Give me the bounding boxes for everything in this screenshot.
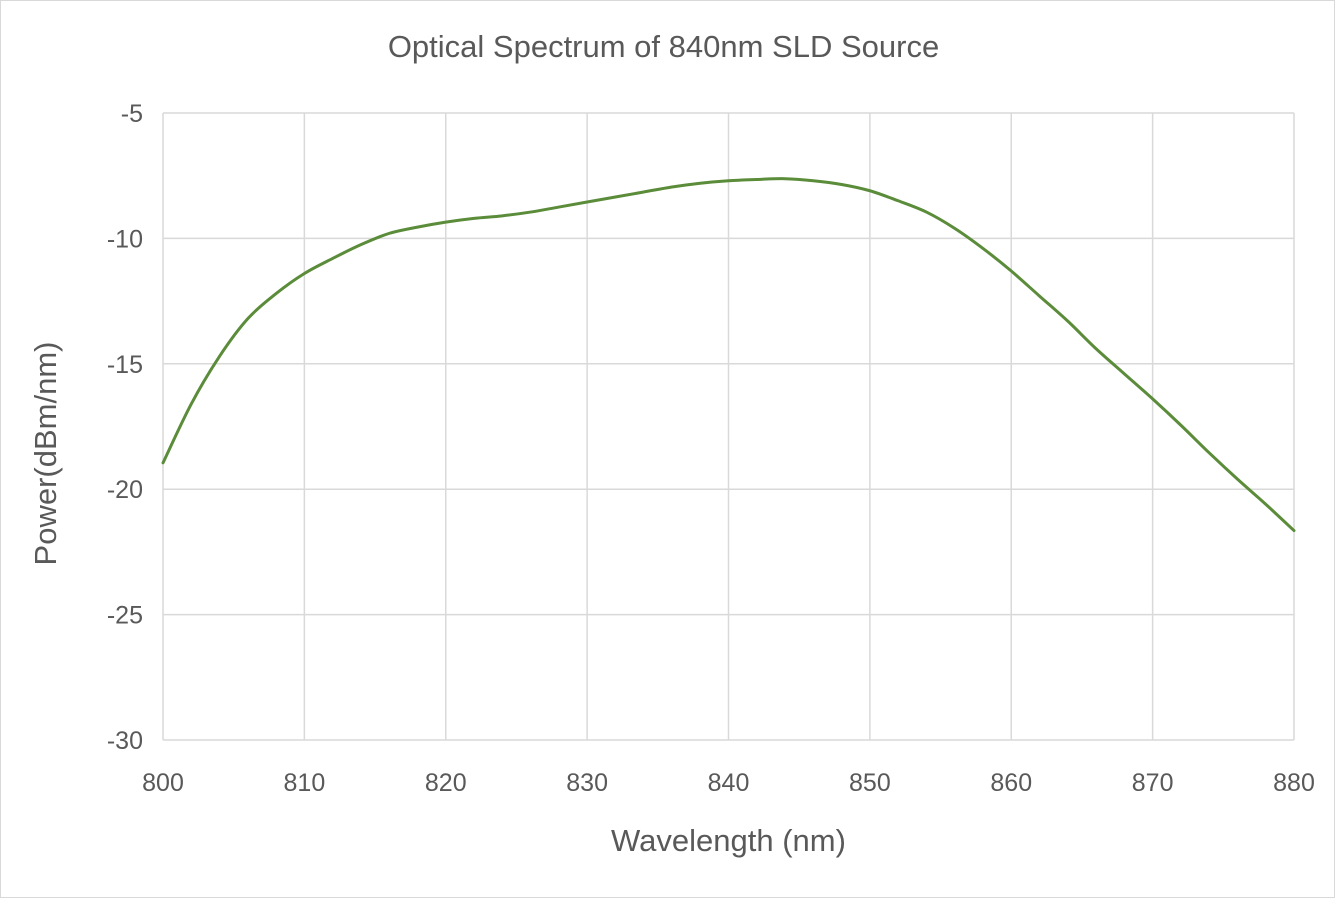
y-tick-label: -25 xyxy=(107,602,143,630)
x-axis-title: Wavelength (nm) xyxy=(611,823,846,858)
y-tick-label: -10 xyxy=(107,225,143,253)
x-gridlines xyxy=(162,113,1295,740)
x-tick-label: 880 xyxy=(1273,769,1315,797)
y-axis-title: Power(dBm/nm) xyxy=(28,342,63,566)
x-tick-label: 800 xyxy=(142,769,184,797)
y-tick-label: -30 xyxy=(107,727,143,755)
x-tick-label: 840 xyxy=(708,769,750,797)
series-line xyxy=(161,177,1296,533)
y-tick-labels: -5 -10 -15 -20 -25 -30 xyxy=(107,100,143,755)
x-tick-labels: 800 810 820 830 840 850 860 870 880 xyxy=(142,769,1315,797)
x-tick-label: 820 xyxy=(425,769,467,797)
x-tick-label: 850 xyxy=(849,769,891,797)
y-tick-label: -5 xyxy=(121,100,143,128)
chart-title: Optical Spectrum of 840nm SLD Source xyxy=(387,29,940,64)
x-tick-label: 810 xyxy=(284,769,326,797)
x-tick-label: 860 xyxy=(990,769,1032,797)
series-layer xyxy=(161,177,1296,533)
y-gridlines xyxy=(163,112,1294,741)
x-tick-label: 830 xyxy=(566,769,608,797)
y-tick-label: -15 xyxy=(107,351,143,379)
y-tick-label: -20 xyxy=(107,476,143,504)
x-tick-label: 870 xyxy=(1132,769,1174,797)
